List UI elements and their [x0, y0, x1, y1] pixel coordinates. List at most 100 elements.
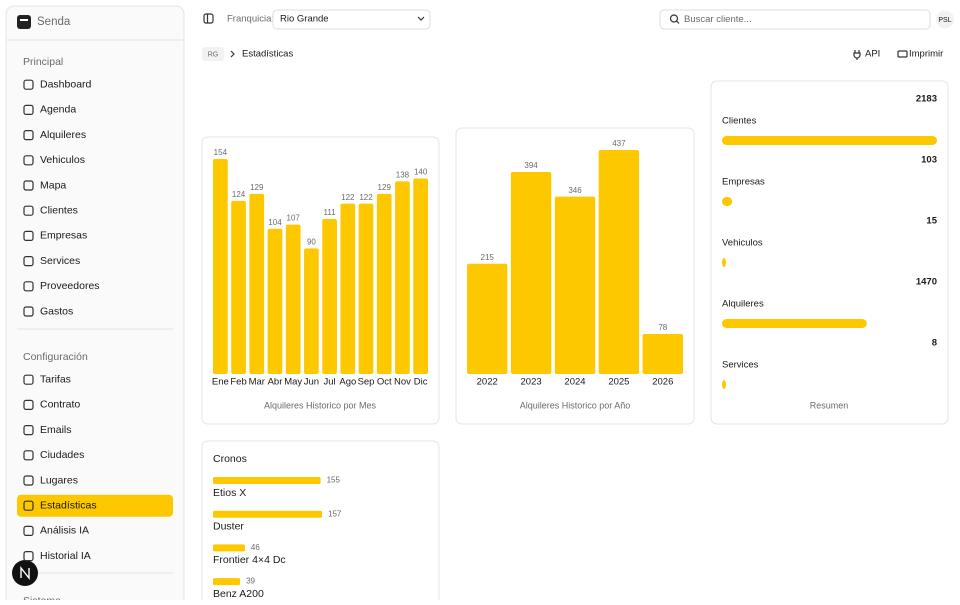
value-label: 104: [268, 218, 282, 227]
category-label: Jun: [304, 377, 319, 388]
nav-item[interactable]: Alquileres: [40, 129, 86, 141]
nav-item[interactable]: Empresas: [40, 230, 87, 242]
nav-item[interactable]: Contrato: [40, 399, 80, 411]
search-box[interactable]: [659, 9, 931, 30]
bar: [358, 203, 374, 374]
value-label: 122: [341, 193, 355, 202]
category-label: 2022: [477, 377, 498, 388]
nav-icon: [23, 500, 34, 511]
breadcrumb-badge-text: RG: [208, 51, 219, 58]
nav-icon: [23, 230, 34, 241]
brand-logo-line: [20, 19, 28, 21]
franchise-select[interactable]: [272, 9, 431, 30]
nav-item[interactable]: Proveedores: [40, 280, 100, 292]
value-label: 215: [481, 253, 495, 262]
bar: [395, 181, 410, 374]
value-label: 129: [378, 183, 392, 192]
value-label: 78: [658, 323, 667, 332]
summary-value: 1470: [916, 277, 937, 288]
value-label: 437: [612, 139, 626, 148]
bar: [267, 228, 283, 374]
avatar-text: PSL: [938, 17, 951, 24]
summary-name: Empresas: [722, 177, 765, 188]
nav-icon: [23, 450, 34, 461]
cronos-name: Frontier 4×4 Dc: [213, 554, 286, 566]
card-summary: [710, 80, 949, 425]
nav-item[interactable]: Agenda: [40, 104, 76, 116]
value-label: 394: [524, 161, 538, 170]
bar: [304, 248, 319, 374]
category-label: 2023: [521, 377, 542, 388]
bar: [510, 172, 552, 374]
api-icon: [853, 50, 861, 60]
value-label: 154: [214, 148, 228, 157]
print-button[interactable]: Imprimir: [909, 49, 943, 60]
value-label: 107: [287, 214, 301, 223]
breadcrumb-separator: [230, 50, 235, 58]
brand-logo: [17, 15, 31, 29]
cronos-bar: [213, 544, 245, 552]
cronos-name: Benz A200: [213, 588, 264, 600]
nav-item[interactable]: Emails: [40, 424, 72, 436]
nav-icon: [23, 205, 34, 216]
summary-bar: [722, 136, 937, 145]
value-label: 129: [250, 183, 264, 192]
search-placeholder: Buscar cliente...: [684, 14, 752, 25]
summary-bar: [722, 258, 726, 267]
value-label: 140: [414, 168, 428, 177]
category-label: Abr: [268, 377, 283, 388]
nav-icon: [23, 155, 34, 166]
api-button[interactable]: API: [865, 49, 880, 60]
search-icon: [669, 14, 679, 23]
bar: [340, 203, 356, 374]
sidebar: [5, 5, 185, 605]
bar: [213, 159, 228, 374]
value-label: 111: [324, 208, 337, 217]
value-label: 346: [568, 186, 582, 195]
summary-bar: [722, 319, 867, 328]
nav-icon: [23, 281, 34, 292]
category-label: Oct: [377, 377, 392, 388]
franchise-label: Franquicia:: [227, 14, 274, 25]
chart-caption: Alquileres Historico por Mes: [264, 400, 377, 410]
next-badge-icon: [20, 566, 30, 580]
cronos-bar: [213, 510, 322, 518]
toggle-sidebar[interactable]: [203, 13, 214, 24]
nav-item[interactable]: Vehiculos: [40, 154, 85, 166]
franchise-value: Rio Grande: [280, 14, 329, 25]
nav-item[interactable]: Tarifas: [40, 373, 71, 385]
bar: [467, 263, 508, 374]
bar: [322, 219, 337, 374]
nav-icon: [23, 550, 34, 562]
nav-item[interactable]: Gastos: [40, 305, 73, 317]
nav-item[interactable]: Lugares: [40, 474, 78, 486]
nav-icon: [23, 256, 34, 267]
value-label: 122: [359, 193, 373, 202]
category-label: Ene: [212, 377, 229, 388]
nav-item[interactable]: Services: [40, 255, 80, 267]
nav-item[interactable]: Mapa: [40, 179, 66, 191]
bar: [598, 150, 640, 374]
category-label: Dic: [414, 377, 428, 388]
nav-item[interactable]: Dashboard: [40, 78, 92, 90]
bar: [554, 196, 596, 374]
bar: [285, 224, 301, 374]
avatar[interactable]: [936, 10, 954, 29]
nav-icon: [23, 425, 34, 436]
nav-item[interactable]: Estadísticas: [40, 499, 97, 511]
chevron-down: [417, 16, 425, 21]
category-label: Sep: [358, 377, 375, 388]
nav-item[interactable]: Clientes: [40, 204, 78, 216]
nav-item[interactable]: Historial IA: [40, 550, 91, 562]
cronos-bar: [213, 477, 321, 484]
cronos-bar: [213, 578, 241, 586]
nav-item[interactable]: Análisis IA: [40, 525, 89, 537]
category-label: Jul: [324, 377, 336, 388]
nav-icon: [23, 180, 34, 191]
nav-item[interactable]: Ciudades: [40, 449, 84, 461]
value-label: 157: [328, 509, 342, 518]
nav-icon: [23, 104, 34, 116]
nav-icon: [23, 525, 34, 537]
value-label: 46: [251, 543, 260, 552]
